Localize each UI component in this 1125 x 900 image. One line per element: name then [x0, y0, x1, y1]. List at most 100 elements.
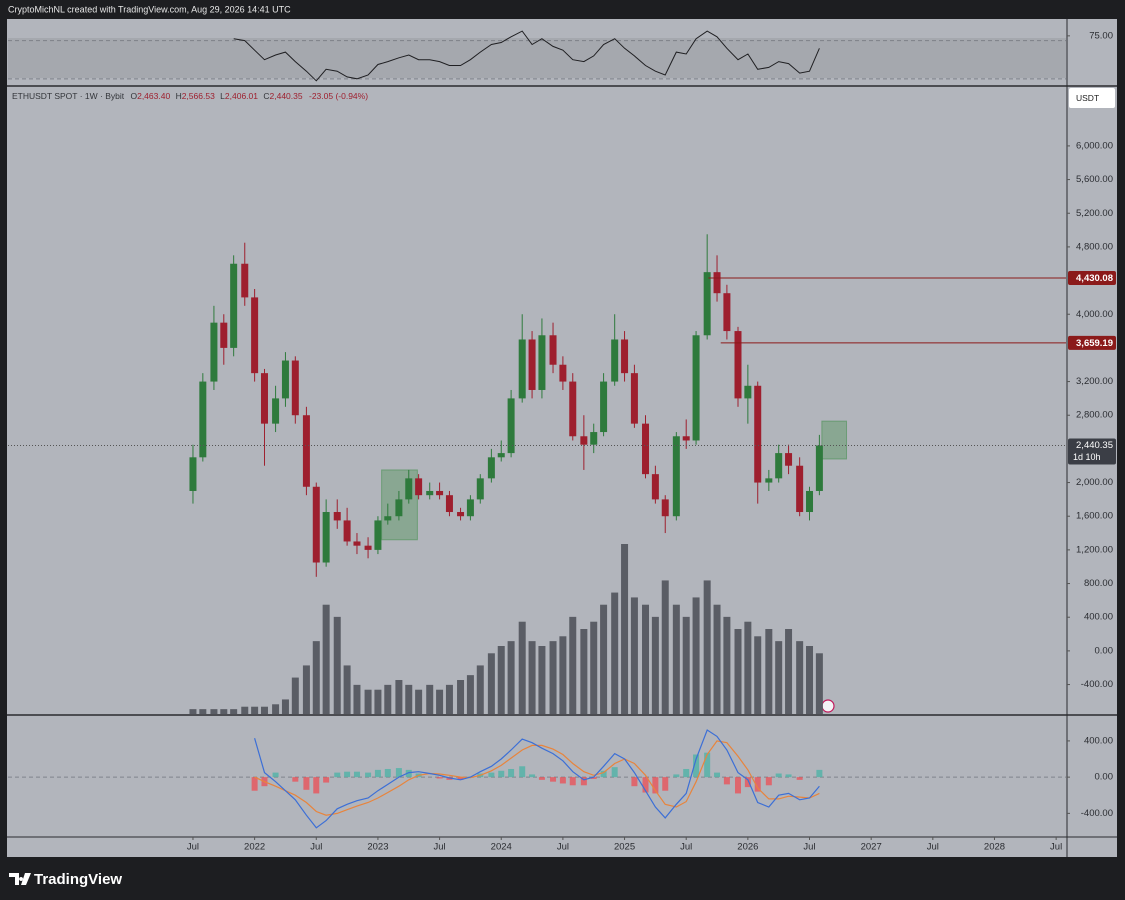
histogram-bar — [272, 772, 279, 778]
candle-body — [272, 398, 280, 424]
histogram-bar — [303, 777, 310, 790]
volume-bar — [796, 641, 804, 714]
volume-bar — [703, 580, 711, 714]
candle-body — [426, 490, 434, 496]
candle-body — [220, 322, 228, 348]
legend-value: 2,463.40 — [137, 91, 170, 101]
x-tick-label: Jul — [557, 842, 569, 853]
volume-bar — [291, 677, 299, 714]
candle-body — [353, 541, 361, 546]
candle-body — [765, 478, 773, 483]
event-icon[interactable] — [821, 699, 835, 713]
y-tick-label: 400.00 — [1084, 735, 1113, 746]
y-tick-label: 2,800.00 — [1076, 410, 1113, 421]
candle-body — [703, 272, 711, 336]
last-price-box — [1068, 438, 1116, 465]
volume-bar — [549, 641, 557, 714]
histogram-bar — [529, 774, 536, 778]
candle-body — [785, 453, 793, 466]
candle-body — [199, 381, 207, 458]
candle-body — [322, 512, 330, 563]
candle-body — [405, 478, 413, 500]
histogram-bar — [704, 752, 711, 778]
volume-bar — [775, 641, 783, 714]
legend-key: C — [263, 91, 269, 101]
candle-body — [569, 381, 577, 437]
legend: ETHUSDT SPOT · 1W · Bybit O2,463.40 H2,5… — [12, 91, 368, 101]
volume-bar — [199, 709, 207, 714]
candle-body — [538, 335, 546, 390]
candle-body — [611, 339, 619, 382]
volume-bar — [476, 665, 484, 714]
candle-body — [291, 360, 299, 416]
x-tick-label: Jul — [310, 842, 322, 853]
legend-key: H — [176, 91, 182, 101]
price-label: 4,430.08 — [1076, 273, 1113, 284]
histogram-bar — [384, 768, 391, 778]
histogram-bar — [395, 768, 402, 778]
histogram-bar — [292, 777, 299, 782]
candle-body — [487, 457, 495, 479]
histogram-bar — [323, 777, 330, 783]
chart-background — [7, 19, 1117, 857]
volume-bar — [457, 680, 465, 714]
x-tick-label: 2022 — [244, 842, 265, 853]
candle-body — [806, 490, 814, 513]
candle-body — [518, 339, 526, 399]
candle-body — [528, 339, 536, 390]
x-tick-label: Jul — [1050, 842, 1062, 853]
histogram-bar — [519, 766, 526, 778]
last-price-label: 2,440.35 — [1076, 440, 1113, 451]
candle-body — [600, 381, 608, 433]
volume-bar — [661, 580, 669, 714]
currency-badge[interactable] — [1069, 88, 1115, 108]
candle-body — [476, 478, 484, 500]
y-tick-label: 4,800.00 — [1076, 241, 1113, 252]
x-tick-label: 2024 — [491, 842, 512, 853]
price-label-box — [1068, 335, 1116, 350]
candle-body — [744, 385, 752, 399]
histogram-bar — [631, 777, 638, 787]
histogram-bar — [550, 777, 557, 782]
histogram-bar — [796, 777, 803, 780]
histogram-bar — [498, 770, 505, 778]
price-label-box — [1068, 271, 1116, 286]
candle-body — [281, 360, 289, 399]
volume-bar — [621, 544, 629, 714]
legend-key: O — [130, 91, 137, 101]
volume-bar — [333, 616, 341, 714]
volume-bar — [374, 689, 382, 714]
x-tick-label: Jul — [680, 842, 692, 853]
candle-body — [415, 478, 423, 496]
volume-bar — [281, 699, 289, 714]
legend-change: -23.05 (-0.94%) — [309, 91, 368, 101]
histogram-bar — [693, 754, 700, 778]
x-tick-label: 2025 — [614, 842, 635, 853]
y-tick-label: 1,600.00 — [1076, 511, 1113, 522]
histogram-bar — [642, 777, 649, 793]
histogram-bar — [652, 777, 659, 794]
volume-bar — [590, 621, 598, 714]
volume-bar — [538, 646, 546, 714]
histogram-bar — [590, 777, 597, 779]
candle-body — [384, 516, 392, 521]
candle-body — [559, 364, 567, 382]
histogram-bar — [353, 771, 360, 778]
y-tick-label: 6,000.00 — [1076, 140, 1113, 151]
candle-body — [796, 465, 804, 513]
histogram-bar — [744, 777, 751, 788]
candle-body — [642, 423, 650, 475]
x-tick-label: Jul — [187, 842, 199, 853]
volume-bar — [220, 709, 228, 714]
x-tick-label: Jul — [434, 842, 446, 853]
volume-bar — [230, 709, 238, 714]
x-tick-label: 2027 — [861, 842, 882, 853]
rsi-line — [233, 30, 820, 82]
x-tick-label: Jul — [803, 842, 815, 853]
histogram-bar — [436, 777, 443, 779]
candle-body — [260, 373, 268, 424]
y-tick-label: -400.00 — [1081, 679, 1113, 690]
histogram-bar — [754, 777, 761, 792]
candle-body — [621, 339, 629, 374]
